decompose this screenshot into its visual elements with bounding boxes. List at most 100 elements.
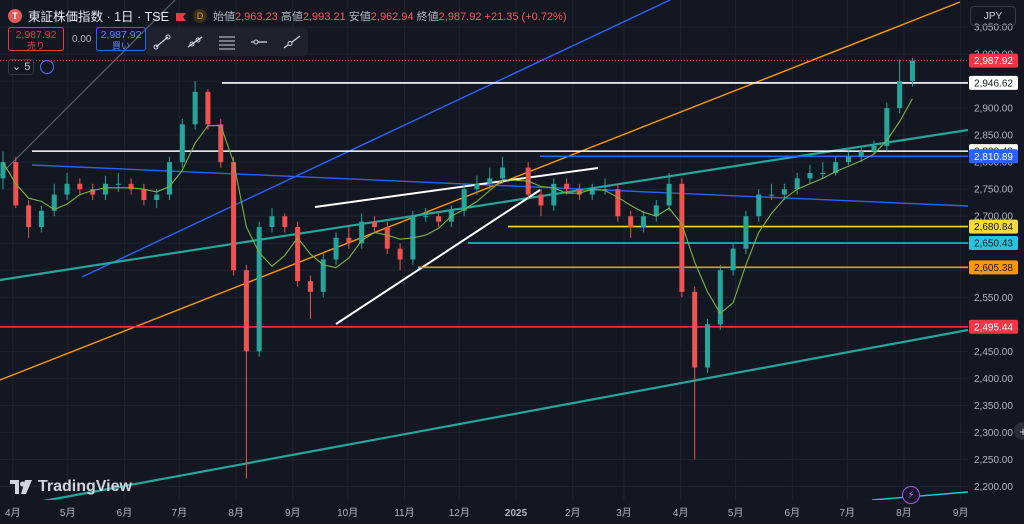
trendline-white-wedge-upper[interactable]	[314, 167, 599, 208]
trendline-white-wedge-lower[interactable]	[335, 189, 541, 325]
trendlines[interactable]	[0, 0, 969, 504]
sync-icon[interactable]	[40, 60, 55, 74]
candle-body	[205, 91, 211, 125]
time-tick-label: 7月	[172, 507, 188, 519]
symbol-title[interactable]: 東証株価指数 · 1日 · TSE	[28, 10, 169, 24]
horizontal-levels[interactable]	[0, 60, 968, 328]
candle	[602, 178, 608, 195]
buy-button[interactable]: 2,987.92 買い	[96, 27, 146, 51]
trendline-tool-icon[interactable]	[151, 32, 173, 52]
candle	[115, 172, 121, 192]
extended-line-tool-icon[interactable]	[281, 32, 303, 52]
trendline-cyan-small[interactable]	[871, 491, 969, 501]
price-label-tag: 2,605.38	[969, 260, 1018, 275]
candle	[167, 156, 173, 200]
price-label-background	[969, 236, 1018, 251]
data-delay-badge[interactable]: D	[192, 8, 207, 23]
buy-price: 2,987.92	[100, 29, 142, 41]
candle-body	[269, 216, 275, 228]
candle	[897, 59, 903, 114]
candle	[845, 151, 851, 165]
candle	[551, 178, 557, 211]
buy-label: 買い	[111, 41, 130, 51]
open-value: 2,963.23	[234, 10, 278, 23]
collapse-toggle[interactable]: ⌄ 5	[8, 59, 35, 75]
candle	[243, 264, 249, 479]
price-label-tag: 2,495.44	[969, 319, 1018, 334]
candle-body	[884, 108, 890, 146]
sell-button[interactable]: 2,987.92 売り	[8, 27, 64, 51]
candle	[820, 162, 826, 179]
candle	[64, 172, 70, 200]
candle-body	[717, 270, 723, 325]
candle-body	[858, 151, 864, 157]
flag-icon[interactable]	[175, 11, 187, 21]
candle-body	[295, 227, 301, 282]
price-tick-label: 2,550.00	[974, 293, 1013, 304]
add-icon[interactable]: +	[1014, 422, 1024, 440]
trendline-orange[interactable]	[0, 1, 961, 381]
time-tick-label: 9月	[953, 507, 969, 519]
candle-body	[845, 156, 851, 163]
price-tick-label: 2,300.00	[974, 428, 1013, 439]
fib-tool-icon[interactable]	[216, 32, 238, 52]
time-tick-label: 4月	[673, 507, 689, 519]
price-label-background	[969, 260, 1018, 275]
candle-body	[307, 281, 313, 292]
price-label-tag: 2,650.43	[969, 236, 1018, 251]
sell-price: 2,987.92	[15, 29, 57, 41]
candle-body	[192, 91, 198, 125]
candle-body	[26, 205, 32, 228]
time-tick-label: 2025	[505, 508, 528, 519]
candle-body	[179, 124, 185, 163]
price-tick-label: 2,850.00	[974, 131, 1013, 142]
currency-selector[interactable]: JPY	[970, 6, 1016, 26]
candle	[77, 178, 83, 195]
tradingview-logo[interactable]: TradingView	[10, 478, 132, 496]
trendline-blue-channel[interactable]	[81, 0, 671, 278]
candle	[704, 318, 710, 373]
candle-body	[897, 81, 903, 109]
candle-body	[794, 178, 800, 190]
sell-label: 売り	[26, 41, 45, 51]
time-axis[interactable]: 4月 5月 6月 7月 8月 9月 10月 11月 12月 2025 2月 3月 4月 5月 6月 7月 8月 9…	[0, 500, 968, 524]
candle	[359, 213, 365, 249]
trendline-teal-upper[interactable]	[0, 128, 969, 282]
candle	[730, 243, 736, 276]
candle-body	[423, 216, 429, 218]
price-tick-label: 2,200.00	[974, 482, 1013, 493]
candle-body	[0, 162, 6, 179]
price-label-text: 2,605.38	[974, 263, 1013, 274]
time-tick-label: 6月	[785, 507, 801, 519]
candle-body	[320, 259, 326, 292]
candle	[128, 178, 134, 195]
candle-body	[743, 216, 749, 249]
tradingview-mark-icon	[10, 480, 32, 494]
candle	[423, 208, 429, 222]
trendline-blue-descending[interactable]	[31, 164, 969, 207]
candle	[256, 221, 262, 357]
candle-body	[77, 183, 83, 190]
candle	[26, 200, 32, 238]
time-tick-label: 10月	[337, 507, 358, 519]
candle-body	[346, 237, 352, 244]
candle	[769, 183, 775, 200]
candle	[461, 183, 467, 217]
candle	[564, 178, 570, 195]
candle-body	[474, 183, 480, 190]
trendline-teal-lower[interactable]	[37, 328, 969, 504]
price-label-text: 2,650.43	[974, 239, 1013, 250]
candle	[192, 81, 198, 130]
candle	[743, 210, 749, 255]
lightning-icon[interactable]: ⚡	[902, 486, 920, 504]
candle-body	[487, 178, 493, 184]
price-label-background	[969, 75, 1018, 90]
candle	[38, 205, 44, 233]
candle	[679, 178, 685, 298]
candle-body	[628, 216, 634, 228]
horizontal-line-tool-icon[interactable]	[248, 32, 270, 52]
ray-tool-icon[interactable]	[184, 32, 206, 52]
candle-body	[756, 194, 762, 217]
price-label-text: 2,680.84	[974, 222, 1013, 233]
